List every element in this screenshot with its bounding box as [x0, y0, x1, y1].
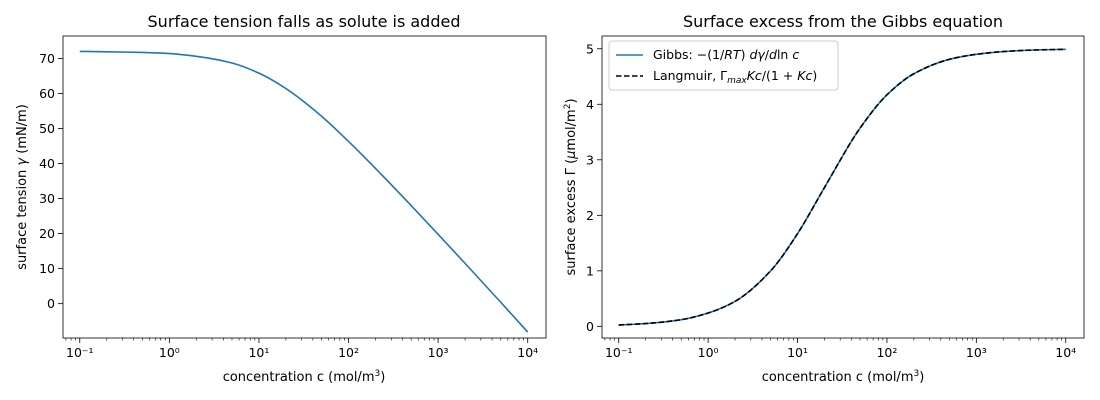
chart-left-ytick-label: 10: [39, 261, 55, 276]
chart-left-xtick-label: 10³: [428, 345, 449, 360]
legend-box: [608, 40, 839, 91]
chart-left-xtick-label: 10⁰: [159, 345, 180, 360]
chart-left-xtick-label: 10¹: [248, 345, 269, 360]
chart-left-plot-area: 10⁻¹ 10⁰ 10¹ 10² 10³ 10⁴ 0 10 20 30 40 50 60 70: [39, 50, 538, 360]
chart-left-ytick-label: 70: [39, 51, 55, 66]
chart-right-ylabel: surface excess Γ (μmol/m2): [563, 98, 579, 275]
chart-right-xtick-label: 10¹: [787, 345, 808, 360]
chart-right-ytick-label: 1: [586, 263, 594, 278]
chart-right-title: Surface excess from the Gibbs equation: [683, 12, 1003, 31]
chart-right-series-line-0: [618, 48, 1066, 326]
chart-left-ytick-label: 60: [39, 86, 55, 101]
chart-right-xtick-label: 10⁻¹: [605, 345, 633, 360]
chart-left-ytick-label: 20: [39, 226, 55, 241]
chart-right-ytick-label: 0: [586, 319, 594, 334]
chart-left-ytick-label: 30: [39, 191, 55, 206]
chart-right-frame: [601, 35, 1085, 339]
chart-right-plot-area: 10⁻¹ 10⁰ 10¹ 10² 10³ 10⁴ 0 1 2 3 4 5: [586, 41, 1076, 360]
chart-left-xlabel: concentration c (mol/m3): [223, 369, 386, 385]
chart-left-ytick-label: 50: [39, 121, 55, 136]
chart-right-xtick-label: 10²: [876, 345, 897, 360]
chart-left-ytick-label: 40: [39, 156, 55, 171]
chart-left: Surface tension falls as solute is added…: [15, 12, 547, 385]
chart-right-series-line-1: [618, 48, 1066, 326]
chart-left-xtick-label: 10⁻¹: [66, 345, 94, 360]
chart-right-ytick-label: 4: [586, 97, 594, 112]
chart-right-xlabel: concentration c (mol/m3): [762, 369, 925, 385]
chart-left-ylabel: surface tension γ (mN/m): [15, 104, 30, 270]
chart-left-xtick-label: 10⁴: [517, 345, 538, 360]
chart-right-xtick-label: 10⁰: [698, 345, 719, 360]
chart-right-ytick-label: 5: [586, 41, 594, 56]
chart-right: Surface excess from the Gibbs equation 1…: [563, 12, 1085, 385]
chart-left-ytick-label: 0: [47, 296, 55, 311]
legend-gibbs-label: Gibbs: −(1/RT) dγ/dln c: [653, 47, 799, 62]
chart-right-ytick-label: 3: [586, 152, 594, 167]
chart-right-ytick-label: 2: [586, 208, 594, 223]
chart-left-frame: [62, 35, 547, 339]
chart-right-xtick-label: 10³: [966, 345, 987, 360]
chart-left-series-line-0: [79, 50, 529, 333]
chart-left-xtick-label: 10²: [338, 345, 359, 360]
chart-right-legend: Gibbs: −(1/RT) dγ/dln c Langmuir, ΓmaxKc…: [608, 40, 839, 91]
legend-langmuir-label: Langmuir, ΓmaxKc/(1 + Kc): [653, 68, 817, 86]
chart-right-xtick-label: 10⁴: [1055, 345, 1076, 360]
chart-left-title: Surface tension falls as solute is added: [148, 12, 461, 31]
